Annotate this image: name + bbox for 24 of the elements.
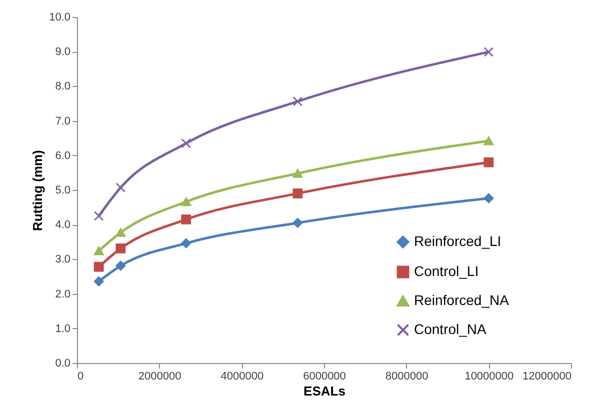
y-tick-label: 10.0 — [49, 12, 70, 24]
y-axis-title: Rutting (mm) — [30, 150, 46, 231]
x-tick-label: 10000000 — [464, 370, 514, 382]
x-tick-label: 12000000 — [522, 370, 572, 382]
x-tick-label: 8000000 — [385, 370, 428, 382]
x-tick-label: 4000000 — [220, 370, 264, 382]
y-tick-label: 6.0 — [55, 150, 70, 162]
legend-label: Reinforced_LI — [414, 233, 502, 249]
y-tick-label: 3.0 — [55, 254, 70, 266]
y-tick-label: 5.0 — [55, 184, 70, 196]
x-tick-label: 2000000 — [138, 370, 182, 382]
y-tick-label: 2.0 — [55, 288, 70, 300]
y-tick-label: 0.0 — [55, 358, 70, 370]
legend-label: Reinforced_NA — [414, 292, 510, 308]
legend-label: Control_LI — [414, 263, 479, 279]
legend-label: Control_NA — [414, 321, 488, 337]
x-axis-title: ESALs — [304, 384, 346, 398]
y-tick-label: 7.0 — [55, 115, 70, 128]
x-tick-label: 6000000 — [303, 370, 346, 382]
y-tick-label: 4.0 — [55, 219, 70, 232]
y-tick-label: 1.0 — [55, 322, 70, 335]
y-tick-label: 8.0 — [55, 80, 70, 93]
x-tick-label: 0 — [78, 370, 84, 382]
y-tick-label: 9.0 — [55, 46, 70, 58]
